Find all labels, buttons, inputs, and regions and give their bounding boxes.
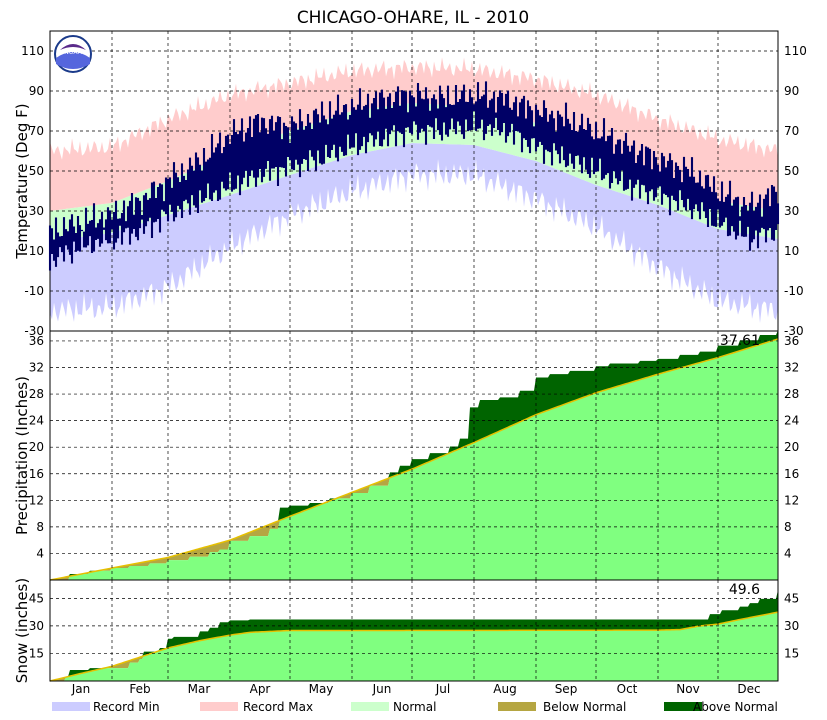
y-tick-label-left: 12 [29, 493, 44, 507]
y-tick-label-left: 45 [29, 591, 44, 605]
record-max-area [50, 57, 778, 212]
y-tick-label-right: 16 [784, 467, 799, 481]
y-tick-label-left: 30 [29, 204, 44, 218]
y-tick-label-right: 36 [784, 334, 799, 348]
y-tick-label-left: 20 [29, 440, 44, 454]
y-tick-label-right: 30 [784, 204, 799, 218]
legend-swatch [200, 702, 238, 711]
y-tick-label-right: 30 [784, 619, 799, 633]
y-axis-label: Precipitation (Inches) [13, 376, 31, 535]
y-tick-label-right: 4 [784, 546, 792, 560]
legend-swatch [52, 702, 90, 711]
y-tick-label-right: 20 [784, 440, 799, 454]
precipitation-panel: 4 4 8 8 12 12 16 16 20 20 24 24 28 28 32 32 36 36 Precipit… [13, 330, 799, 581]
noaa-logo-icon: NOAA [54, 35, 92, 73]
y-tick-label-left: 4 [36, 546, 44, 560]
y-tick-label-right: 90 [784, 84, 799, 98]
y-tick-label-left: 24 [29, 414, 44, 428]
y-tick-label-right: 110 [784, 44, 807, 58]
month-label: Nov [676, 682, 699, 696]
legend-label: Record Min [93, 700, 160, 714]
y-tick-label-left: 16 [29, 467, 44, 481]
month-axis: Jan Feb Mar Apr May Jun Jul Aug Sep Oct Nov Dec [71, 682, 761, 696]
month-label: Aug [493, 682, 516, 696]
month-label: Jul [435, 682, 450, 696]
y-tick-label-right: 32 [784, 361, 799, 375]
y-tick-label-right: 50 [784, 164, 799, 178]
month-label: Dec [737, 682, 760, 696]
y-tick-label-left: 28 [29, 387, 44, 401]
y-tick-label-right: 28 [784, 387, 799, 401]
y-axis-label: Snow (inches) [13, 578, 31, 683]
y-tick-label-right: 8 [784, 520, 792, 534]
y-tick-label-right: -10 [784, 284, 804, 298]
y-tick-label-right: 12 [784, 493, 799, 507]
month-label: Oct [617, 682, 638, 696]
observed-temperature-bars [48, 81, 780, 271]
temperature-panel: -30 -30 -10 -10 10 10 30 30 50 50 70 70 90 90 110 110 Te… [13, 30, 807, 338]
y-tick-label-left: 8 [36, 520, 44, 534]
legend-swatch [351, 702, 389, 711]
month-label: Jun [372, 682, 392, 696]
y-tick-label-right: 70 [784, 124, 799, 138]
y-tick-label-right: -30 [784, 324, 804, 338]
legend: Record Min Record Max Normal Below Normal Ab… [52, 700, 778, 714]
chart-title: CHICAGO-OHARE, IL - 2010 [297, 8, 529, 28]
month-label: Apr [250, 682, 271, 696]
y-tick-label-right: 10 [784, 244, 799, 258]
y-tick-label-left: -10 [24, 284, 44, 298]
normal-cumulative-line [49, 611, 779, 682]
legend-label: Record Max [243, 700, 313, 714]
total-annotation: 49.6 [729, 582, 760, 598]
normal-cumulative-line [49, 338, 779, 581]
y-axis-label: Temperature (Deg F) [13, 103, 31, 259]
y-tick-label-right: 45 [784, 591, 799, 605]
y-tick-label-left: 70 [29, 124, 44, 138]
observed-normal-area [50, 612, 778, 681]
y-tick-label-right: 24 [784, 414, 799, 428]
y-tick-label-left: 30 [29, 619, 44, 633]
y-tick-label-left: 90 [29, 84, 44, 98]
total-annotation: 37.61 [720, 333, 760, 349]
y-tick-label-left: 36 [29, 334, 44, 348]
y-tick-label-left: -30 [24, 324, 44, 338]
panel-frame [49, 579, 779, 682]
legend-swatch [664, 702, 702, 711]
legend-label: Below Normal [543, 700, 626, 714]
y-tick-label-right: 15 [784, 646, 799, 660]
month-label: Feb [129, 682, 150, 696]
y-tick-label-left: 110 [21, 44, 44, 58]
month-label: Mar [188, 682, 211, 696]
y-tick-label-left: 10 [29, 244, 44, 258]
noaa-logo-text: NOAA [64, 49, 82, 56]
observed-temperature-range [48, 81, 780, 271]
legend-label: Above Normal [693, 700, 778, 714]
month-label: May [309, 682, 334, 696]
y-tick-label-left: 15 [29, 646, 44, 660]
y-tick-label-left: 32 [29, 361, 44, 375]
y-tick-label-left: 50 [29, 164, 44, 178]
legend-label: Normal [393, 700, 436, 714]
month-label: Jan [71, 682, 91, 696]
month-label: Sep [555, 682, 578, 696]
legend-swatch [498, 702, 536, 711]
